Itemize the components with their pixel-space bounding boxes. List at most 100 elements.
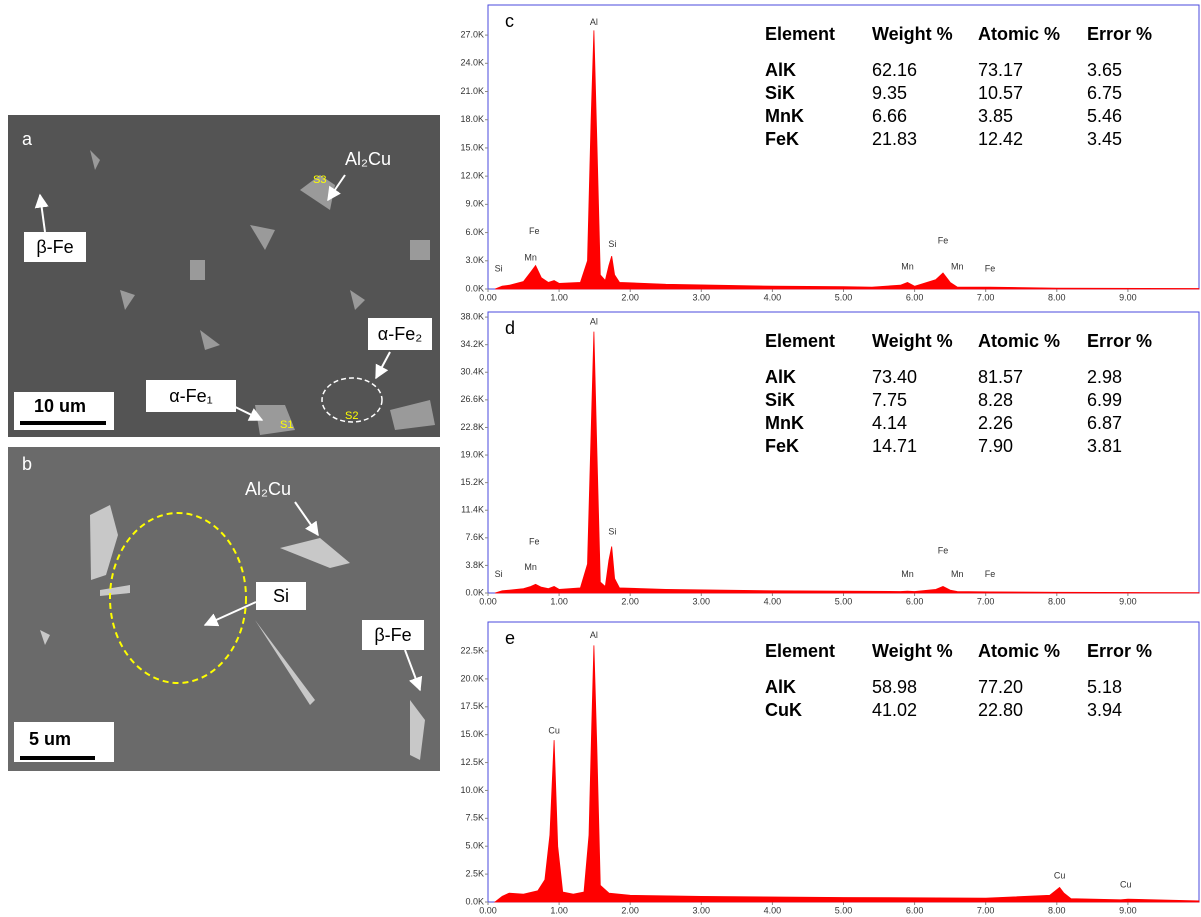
y-tick-label: 7.6K: [465, 532, 484, 542]
table-cell: AlK: [765, 677, 796, 697]
peak-label: Mn: [901, 262, 914, 272]
y-tick-label: 15.2K: [460, 477, 484, 487]
table-cell: AlK: [765, 60, 796, 80]
table-cell: MnK: [765, 413, 804, 433]
table-header: Atomic %: [978, 331, 1060, 351]
table-cell: 9.35: [872, 83, 907, 103]
table-cell: 3.65: [1087, 60, 1122, 80]
panel-label: d: [505, 318, 515, 338]
table-cell: 41.02: [872, 700, 917, 720]
x-tick-label: 8.00: [1048, 905, 1066, 915]
x-tick-label: 1.00: [550, 292, 568, 302]
panel-label: b: [22, 454, 32, 474]
peak-label: Fe: [529, 537, 540, 547]
table-cell: 14.71: [872, 436, 917, 456]
x-tick-label: 0.00: [479, 596, 497, 606]
y-tick-label: 18.0K: [460, 114, 484, 124]
y-tick-label: 20.0K: [460, 673, 484, 683]
table-cell: 8.28: [978, 390, 1013, 410]
peak-label: Cu: [1120, 880, 1132, 890]
x-tick-label: 0.00: [479, 905, 497, 915]
table-cell: 3.85: [978, 106, 1013, 126]
annotation: α-Fe₂: [378, 324, 422, 344]
x-tick-label: 2.00: [621, 596, 639, 606]
x-tick-label: 4.00: [764, 596, 782, 606]
table-cell: 21.83: [872, 129, 917, 149]
x-tick-label: 3.00: [693, 596, 711, 606]
table-cell: 73.40: [872, 367, 917, 387]
y-tick-label: 34.2K: [460, 339, 484, 349]
peak-label: Fe: [985, 264, 996, 274]
x-tick-label: 2.00: [621, 905, 639, 915]
peak-label: Fe: [938, 545, 949, 555]
y-tick-label: 12.0K: [460, 171, 484, 181]
table-cell: 6.66: [872, 106, 907, 126]
table-header: Element: [765, 641, 835, 661]
x-tick-label: 7.00: [977, 292, 995, 302]
peak-label: Fe: [985, 569, 996, 579]
annotation: β-Fe: [36, 237, 73, 257]
peak-label: Cu: [548, 726, 560, 736]
x-tick-label: 2.00: [621, 292, 639, 302]
y-tick-label: 2.5K: [465, 868, 484, 878]
panel-label: c: [505, 11, 514, 31]
x-tick-label: 5.00: [835, 905, 853, 915]
x-tick-label: 1.00: [550, 596, 568, 606]
table-cell: FeK: [765, 129, 799, 149]
table-header: Error %: [1087, 24, 1152, 44]
y-tick-label: 3.0K: [465, 255, 484, 265]
figure: a β-Fe Al₂Cu S3 α-Fe₂ S2 α-Fe₁ S1 10 um …: [0, 0, 1201, 917]
y-tick-label: 15.0K: [460, 729, 484, 739]
table-cell: FeK: [765, 436, 799, 456]
scale-bar-label: 5 um: [29, 729, 71, 749]
x-tick-label: 9.00: [1119, 292, 1137, 302]
table-cell: MnK: [765, 106, 804, 126]
micrograph-a: a β-Fe Al₂Cu S3 α-Fe₂ S2 α-Fe₁ S1 10 um: [8, 115, 440, 437]
x-tick-label: 7.00: [977, 596, 995, 606]
x-tick-label: 6.00: [906, 596, 924, 606]
point-label: S1: [280, 419, 293, 431]
y-tick-label: 26.6K: [460, 394, 484, 404]
table-cell: 62.16: [872, 60, 917, 80]
x-tick-label: 6.00: [906, 292, 924, 302]
peak-label: Al: [590, 317, 598, 327]
x-tick-label: 1.00: [550, 905, 568, 915]
panel-label: e: [505, 628, 515, 648]
annotation: Si: [273, 586, 289, 606]
peak-label: Al: [590, 630, 598, 640]
table-cell: 3.45: [1087, 129, 1122, 149]
page: a β-Fe Al₂Cu S3 α-Fe₂ S2 α-Fe₁ S1 10 um …: [0, 0, 1201, 917]
table-cell: 4.14: [872, 413, 907, 433]
y-tick-label: 22.5K: [460, 645, 484, 655]
x-tick-label: 5.00: [835, 292, 853, 302]
y-tick-label: 19.0K: [460, 449, 484, 459]
y-tick-label: 10.0K: [460, 785, 484, 795]
peak-label: Mn: [524, 252, 537, 262]
x-tick-label: 4.00: [764, 292, 782, 302]
table-cell: 7.90: [978, 436, 1013, 456]
table-header: Error %: [1087, 331, 1152, 351]
x-tick-label: 8.00: [1048, 596, 1066, 606]
x-tick-label: 8.00: [1048, 292, 1066, 302]
annotation: β-Fe: [374, 625, 411, 645]
x-tick-label: 6.00: [906, 905, 924, 915]
y-tick-label: 38.0K: [460, 311, 484, 321]
y-tick-label: 24.0K: [460, 58, 484, 68]
y-tick-label: 22.8K: [460, 422, 484, 432]
table-header: Atomic %: [978, 24, 1060, 44]
table-cell: 10.57: [978, 83, 1023, 103]
y-tick-label: 3.8K: [465, 560, 484, 570]
x-tick-label: 9.00: [1119, 905, 1137, 915]
peak-label: Mn: [524, 562, 537, 572]
x-tick-label: 9.00: [1119, 596, 1137, 606]
peak-label: Mn: [901, 569, 914, 579]
table-cell: 7.75: [872, 390, 907, 410]
x-tick-label: 3.00: [693, 292, 711, 302]
table-cell: 3.81: [1087, 436, 1122, 456]
table-header: Atomic %: [978, 641, 1060, 661]
x-tick-label: 4.00: [764, 905, 782, 915]
table-cell: AlK: [765, 367, 796, 387]
table-cell: CuK: [765, 700, 802, 720]
table-header: Weight %: [872, 641, 953, 661]
peak-label: Cu: [1054, 871, 1066, 881]
